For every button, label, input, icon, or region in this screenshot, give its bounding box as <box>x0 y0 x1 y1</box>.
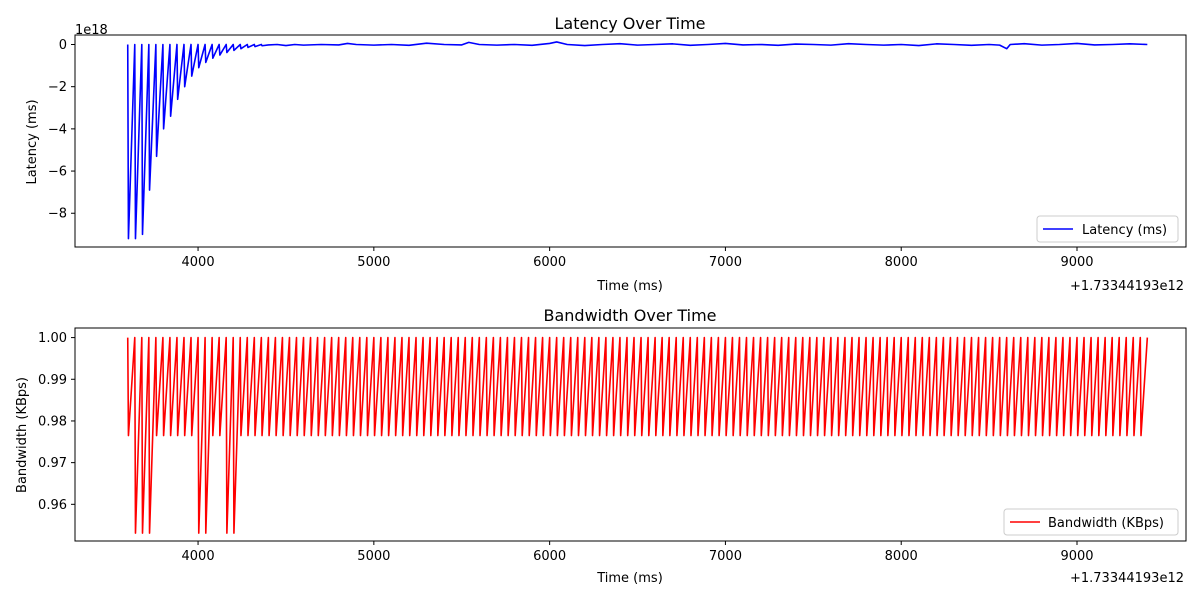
bandwidth-y-tick-label: 0.99 <box>38 373 67 388</box>
latency-legend-box <box>1036 215 1179 243</box>
bandwidth-y-axis-label: Bandwidth (KBps) <box>15 377 30 493</box>
latency-legend: Latency (ms) <box>1036 215 1179 243</box>
latency-x-tick-label: 7000 <box>709 255 742 270</box>
bandwidth-y-tick-label: 0.97 <box>38 456 67 471</box>
bandwidth-y-tick-label: 1.00 <box>38 331 67 346</box>
latency-y-axis-label: Latency (ms) <box>25 99 40 184</box>
latency-y-tick-label: −8 <box>48 207 67 222</box>
latency-y-scale-label: 1e18 <box>75 23 108 38</box>
latency-chart-title: Latency Over Time <box>554 14 705 33</box>
latency-y-tick-label: −2 <box>48 80 67 95</box>
bandwidth-plot-frame <box>74 327 1187 542</box>
latency-x-tick-label: 4000 <box>182 255 215 270</box>
bandwidth-legend-box <box>1003 508 1179 536</box>
latency-x-tick-label: 5000 <box>357 255 390 270</box>
bandwidth-x-tick-label: 6000 <box>533 549 566 564</box>
latency-y-tick-label: 0 <box>59 38 67 53</box>
latency-y-ticks: 0 −2 −4 −6 −8 <box>48 38 75 222</box>
bandwidth-chart: Bandwidth Over Time 0.96 0.97 0.98 0.99 1.00… <box>15 306 1187 586</box>
latency-x-tick-label: 8000 <box>885 255 918 270</box>
latency-y-tick-label: −6 <box>48 165 67 180</box>
latency-y-tick-label: −4 <box>48 122 67 137</box>
latency-x-ticks: 4000 5000 6000 7000 8000 9000 <box>182 247 1094 270</box>
latency-x-tick-label: 6000 <box>533 255 566 270</box>
bandwidth-x-tick-label: 9000 <box>1060 549 1093 564</box>
latency-x-axis-label: Time (ms) <box>596 279 663 294</box>
bandwidth-x-tick-label: 7000 <box>709 549 742 564</box>
bandwidth-y-tick-label: 0.98 <box>38 414 67 429</box>
bandwidth-x-axis-label: Time (ms) <box>596 571 663 586</box>
latency-plot-frame <box>74 34 1187 248</box>
latency-x-offset-label: +1.73344193e12 <box>1070 279 1184 294</box>
latency-legend-label: Latency (ms) <box>1082 223 1167 238</box>
latency-plot-area <box>126 41 1148 240</box>
latency-x-tick-label: 9000 <box>1060 255 1093 270</box>
bandwidth-legend-label: Bandwidth (KBps) <box>1048 516 1164 531</box>
bandwidth-plot-area <box>126 336 1149 534</box>
bandwidth-x-tick-label: 4000 <box>182 549 215 564</box>
bandwidth-x-offset-label: +1.73344193e12 <box>1070 571 1184 586</box>
latency-chart: Latency Over Time 1e18 0 −2 −4 −6 −8 4000 500… <box>25 14 1187 294</box>
bandwidth-x-ticks: 4000 5000 6000 7000 8000 9000 <box>182 541 1094 564</box>
bandwidth-chart-title: Bandwidth Over Time <box>544 306 717 325</box>
bandwidth-x-tick-label: 8000 <box>885 549 918 564</box>
bandwidth-y-tick-label: 0.96 <box>38 498 67 513</box>
bandwidth-x-tick-label: 5000 <box>357 549 390 564</box>
latency-series-line <box>126 41 1148 240</box>
bandwidth-legend: Bandwidth (KBps) <box>1003 508 1179 536</box>
bandwidth-y-ticks: 0.96 0.97 0.98 0.99 1.00 <box>38 331 75 513</box>
bandwidth-series-line <box>126 336 1149 534</box>
